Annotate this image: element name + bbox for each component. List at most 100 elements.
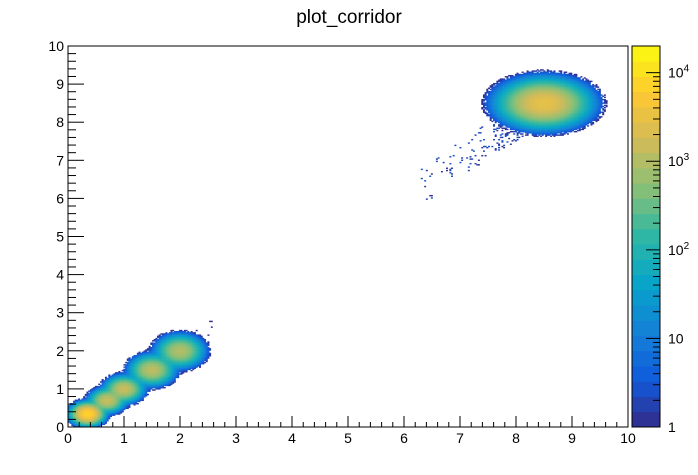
heatmap-bin	[79, 401, 82, 404]
heatmap-bin	[511, 74, 514, 77]
heatmap-bin	[503, 88, 506, 91]
heatmap-bin	[541, 109, 544, 111]
heatmap-bin	[518, 120, 521, 123]
heatmap-bin	[521, 135, 524, 137]
heatmap-bin	[128, 375, 131, 377]
heatmap-bin	[533, 119, 536, 121]
heatmap-bin	[513, 114, 516, 117]
heatmap-bin	[83, 414, 86, 416]
heatmap-bin	[194, 358, 196, 360]
heatmap-bin	[528, 74, 531, 77]
heatmap-bin	[125, 377, 128, 380]
heatmap-bin	[162, 370, 165, 373]
heatmap-bin	[185, 354, 188, 357]
heatmap-bin	[173, 366, 176, 368]
heatmap-bin	[197, 358, 200, 360]
heatmap-bin	[153, 358, 156, 360]
heatmap-bin	[207, 352, 210, 355]
heatmap-bin	[140, 352, 143, 355]
heatmap-bin	[146, 384, 149, 387]
heatmap-bin	[511, 93, 514, 95]
heatmap-bin	[519, 87, 522, 89]
heatmap-bin	[180, 361, 183, 364]
heatmap-bin	[506, 98, 509, 101]
heatmap-bin	[177, 361, 180, 364]
heatmap-bin	[488, 94, 490, 96]
heatmap-bin	[533, 97, 536, 100]
heatmap-bin	[173, 346, 176, 349]
heatmap-bin	[178, 337, 181, 340]
heatmap-bin	[152, 346, 154, 349]
heatmap-bin	[170, 364, 173, 366]
heatmap-bin	[489, 92, 492, 94]
heatmap-bin	[173, 377, 176, 380]
heatmap-bin	[518, 74, 521, 77]
heatmap-bin	[503, 100, 506, 102]
heatmap-bin	[163, 366, 166, 368]
heatmap-bin	[168, 336, 171, 339]
heatmap-bin	[157, 356, 160, 358]
heatmap-bin	[207, 341, 210, 343]
heatmap-bin	[158, 360, 161, 363]
heatmap-bin	[521, 126, 524, 128]
heatmap-bin	[185, 361, 188, 364]
heatmap-bin	[165, 368, 168, 371]
heatmap-bin	[118, 403, 121, 405]
heatmap-bin	[511, 120, 514, 123]
heatmap-bin	[113, 378, 116, 381]
heatmap-bin	[113, 380, 116, 382]
heatmap-bin	[158, 381, 161, 383]
heatmap-bin	[84, 405, 87, 407]
heatmap-bin	[540, 114, 543, 117]
heatmap-bin	[541, 69, 544, 71]
heatmap-bin	[506, 77, 509, 79]
heatmap-bin	[116, 380, 119, 382]
heatmap-bin	[545, 120, 548, 123]
heatmap-bin	[523, 81, 526, 84]
heatmap-bin	[173, 337, 176, 340]
heatmap-bin	[165, 375, 168, 377]
heatmap-bin	[496, 90, 499, 93]
heatmap-bin	[177, 350, 180, 352]
heatmap-bin	[180, 336, 183, 339]
heatmap-bin	[148, 369, 151, 372]
heatmap-bin	[141, 390, 144, 392]
heatmap-bin	[99, 396, 102, 398]
heatmap-bin	[157, 346, 160, 349]
heatmap-bin	[113, 414, 116, 416]
heatmap-bin	[148, 388, 151, 390]
heatmap-bin	[194, 334, 196, 336]
heatmap-bin	[530, 77, 532, 79]
heatmap-bin	[106, 391, 109, 394]
heatmap-bin	[499, 79, 502, 81]
heatmap-bin	[498, 106, 501, 109]
heatmap-bin	[209, 354, 212, 357]
heatmap-bin	[508, 102, 511, 104]
heatmap-bin	[536, 76, 539, 78]
heatmap-bin	[168, 353, 171, 356]
heatmap-bin	[178, 366, 181, 368]
heatmap-bin	[452, 154, 455, 157]
heatmap-bin	[128, 401, 131, 404]
heatmap-bin	[548, 130, 551, 133]
heatmap-bin	[163, 336, 166, 339]
heatmap-bin	[68, 406, 70, 408]
heatmap-bin	[545, 106, 548, 109]
heatmap-bin	[106, 397, 109, 399]
heatmap-bin	[79, 411, 82, 413]
heatmap-bin	[523, 86, 526, 88]
heatmap-bin	[120, 401, 123, 404]
heatmap-bin	[187, 351, 190, 353]
heatmap-bin	[440, 170, 443, 173]
heatmap-bin	[543, 113, 546, 116]
heatmap-bin	[135, 388, 138, 390]
heatmap-bin	[93, 398, 96, 400]
heatmap-bin	[170, 372, 173, 374]
heatmap-bin	[541, 108, 544, 110]
heatmap-bin	[521, 85, 524, 87]
heatmap-bin	[498, 117, 501, 119]
heatmap-bin	[157, 385, 160, 388]
heatmap-bin	[165, 353, 168, 356]
heatmap-bin	[508, 88, 511, 91]
heatmap-bin	[545, 117, 548, 119]
